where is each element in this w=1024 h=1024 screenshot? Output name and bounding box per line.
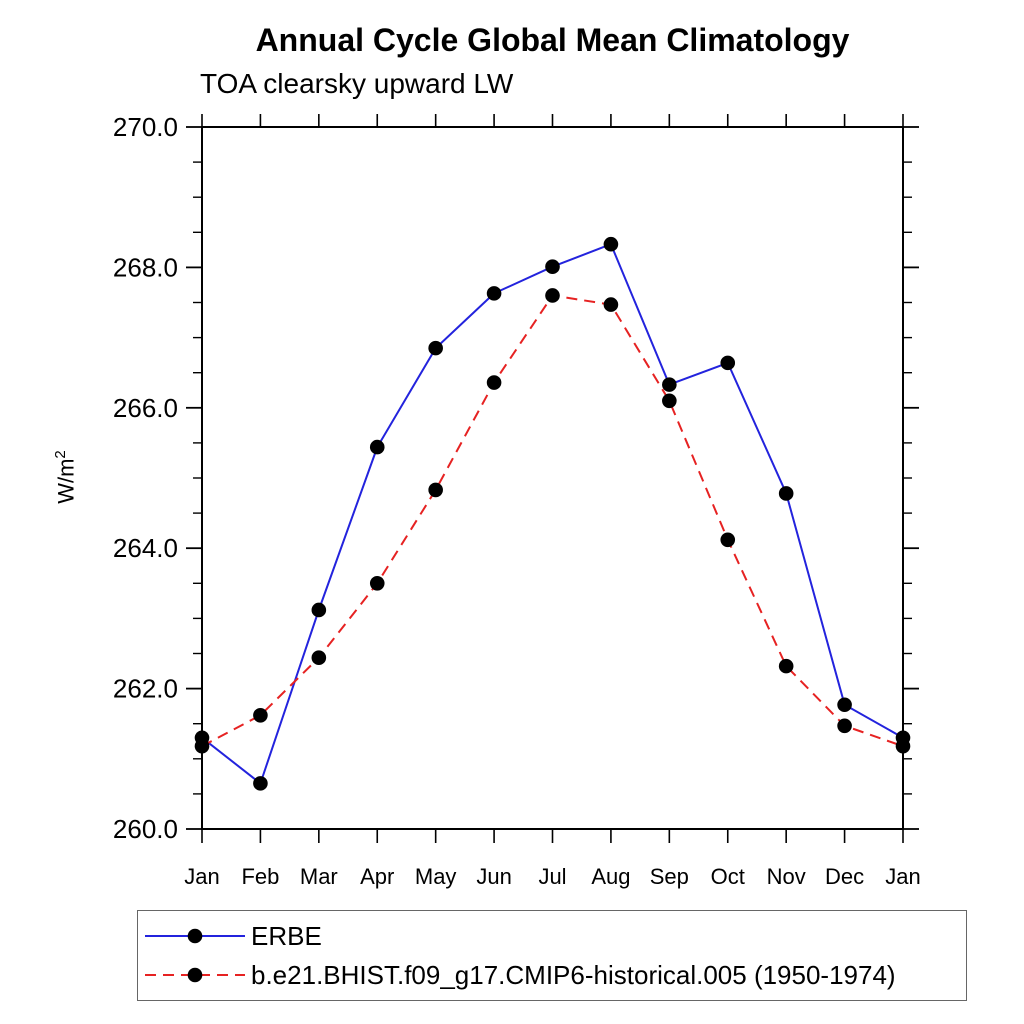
data-point-series-1 (369, 576, 385, 591)
data-point-series-1 (603, 297, 619, 312)
data-point-series-0 (778, 486, 794, 501)
x-tick-label: May (415, 864, 457, 889)
legend-marker-dot (187, 967, 203, 983)
data-point-series-0 (662, 377, 677, 392)
data-point-series-0 (603, 236, 619, 252)
data-point-series-1 (428, 482, 443, 498)
data-point-series-1 (194, 738, 210, 754)
legend-label: ERBE (251, 920, 322, 951)
x-tick-label: Jun (476, 864, 511, 889)
y-tick-label: 262.0 (113, 674, 178, 704)
data-point-series-1 (486, 375, 502, 390)
data-point-series-0 (545, 259, 560, 274)
legend-item-1: b.e21.BHIST.f09_g17.CMIP6-historical.005… (143, 960, 966, 990)
legend-item-0: ERBE (143, 921, 966, 951)
y-tick-label: 264.0 (113, 533, 178, 563)
data-point-series-1 (545, 288, 560, 303)
x-tick-label: Jan (885, 864, 920, 889)
legend-label: b.e21.BHIST.f09_g17.CMIP6-historical.005… (251, 959, 896, 990)
data-point-series-1 (662, 393, 677, 409)
x-tick-label: Jan (184, 864, 219, 889)
y-tick-label: 266.0 (113, 393, 178, 423)
data-point-series-0 (311, 602, 327, 618)
legend-line-sample (145, 967, 245, 983)
x-tick-label: Apr (360, 864, 394, 889)
x-tick-label: Nov (767, 864, 806, 889)
data-point-series-1 (778, 658, 794, 674)
data-point-series-0 (837, 697, 852, 713)
y-tick-label: 268.0 (113, 252, 178, 282)
data-point-series-0 (486, 286, 502, 301)
series-line-0 (201, 242, 904, 786)
chart-subtitle: TOA clearsky upward LW (200, 68, 514, 99)
data-point-series-0 (253, 776, 268, 791)
data-point-series-0 (720, 355, 736, 371)
x-tick-label: Oct (711, 864, 745, 889)
chart-title: Annual Cycle Global Mean Climatology (255, 22, 850, 58)
plot-frame (201, 126, 904, 830)
data-point-series-1 (253, 707, 268, 723)
series-line-1 (201, 294, 904, 748)
legend: ERBE b.e21.BHIST.f09_g17.CMIP6-historical… (137, 910, 967, 1001)
data-point-series-1 (720, 532, 736, 548)
legend-line-sample (145, 928, 245, 944)
x-tick-label: Sep (650, 864, 689, 889)
data-point-series-1 (311, 650, 327, 666)
x-tick-label: Aug (591, 864, 630, 889)
x-tick-label: Feb (241, 864, 279, 889)
data-point-series-1 (837, 718, 852, 734)
data-point-series-0 (369, 439, 385, 455)
x-tick-label: Jul (538, 864, 566, 889)
data-point-series-0 (428, 340, 443, 356)
y-tick-label: 260.0 (113, 814, 178, 844)
x-tick-label: Mar (300, 864, 338, 889)
y-tick-label: 270.0 (113, 112, 178, 142)
legend-marker-dot (187, 928, 203, 944)
x-tick-label: Dec (825, 864, 864, 889)
data-point-series-1 (895, 738, 911, 754)
